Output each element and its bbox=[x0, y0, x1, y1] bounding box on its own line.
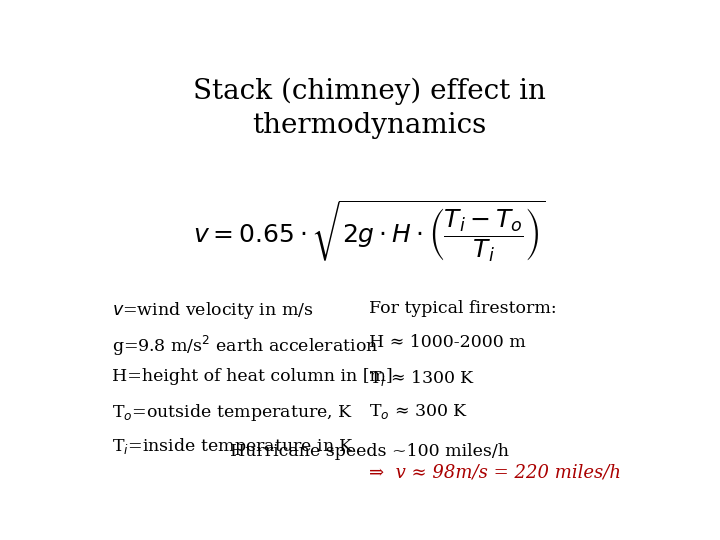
Text: Stack (chimney) effect in
thermodynamics: Stack (chimney) effect in thermodynamics bbox=[192, 77, 546, 139]
Text: T$_i$=inside temperature in K: T$_i$=inside temperature in K bbox=[112, 436, 354, 457]
Text: T$_i$ ≈ 1300 K: T$_i$ ≈ 1300 K bbox=[369, 368, 475, 388]
Text: ⇒  v ≈ 98m/s = 220 miles/h: ⇒ v ≈ 98m/s = 220 miles/h bbox=[369, 463, 621, 481]
Text: T$_o$=outside temperature, K: T$_o$=outside temperature, K bbox=[112, 402, 354, 423]
Text: For typical firestorm:: For typical firestorm: bbox=[369, 300, 557, 317]
Text: T$_o$ ≈ 300 K: T$_o$ ≈ 300 K bbox=[369, 402, 468, 421]
Text: $v$=wind velocity in m/s: $v$=wind velocity in m/s bbox=[112, 300, 314, 321]
Text: $v = 0.65 \cdot \sqrt{2g \cdot H \cdot \left(\dfrac{T_i - T_o}{T_i}\right)}$: $v = 0.65 \cdot \sqrt{2g \cdot H \cdot \… bbox=[192, 198, 546, 264]
Text: H ≈ 1000-2000 m: H ≈ 1000-2000 m bbox=[369, 334, 526, 351]
Text: H=height of heat column in [m]: H=height of heat column in [m] bbox=[112, 368, 393, 385]
Text: g=9.8 m/s$^2$ earth acceleration: g=9.8 m/s$^2$ earth acceleration bbox=[112, 334, 379, 358]
Text: Hurricane speeds ~100 miles/h: Hurricane speeds ~100 miles/h bbox=[230, 443, 508, 460]
